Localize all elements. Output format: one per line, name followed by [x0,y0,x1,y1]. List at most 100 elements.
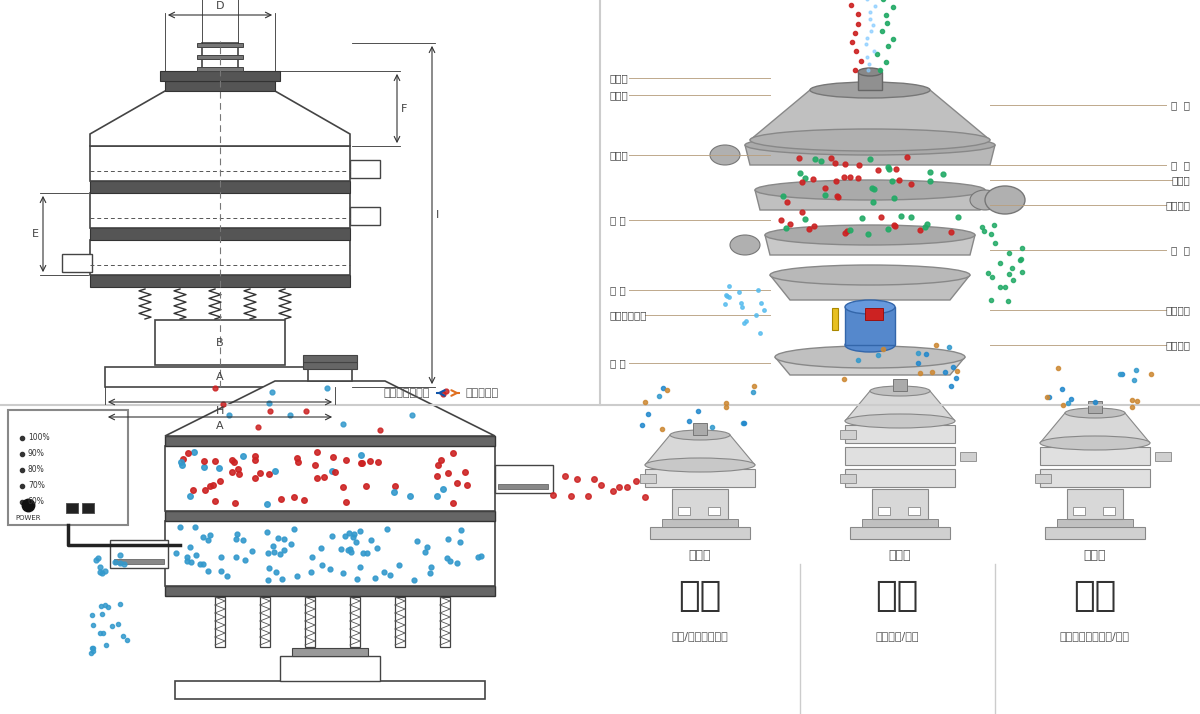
Bar [166,81,275,91]
Bar [646,469,755,487]
Bar [1045,527,1145,539]
Bar [678,507,690,515]
Text: 筛  网: 筛 网 [1171,100,1190,110]
Ellipse shape [710,145,740,165]
Ellipse shape [1066,408,1126,418]
Text: A: A [216,372,224,382]
Bar [155,320,286,365]
Ellipse shape [845,414,955,428]
Bar [302,355,358,362]
Bar [280,656,380,681]
Text: 双层式: 双层式 [1084,549,1106,562]
Bar [600,0,1200,405]
Polygon shape [755,190,985,210]
Bar [862,519,938,527]
Text: 机 座: 机 座 [610,358,625,368]
Bar [114,559,164,564]
Bar [202,43,238,71]
Ellipse shape [750,129,990,151]
Text: 加重块: 加重块 [1171,175,1190,185]
Text: 三层式: 三层式 [889,549,911,562]
Ellipse shape [870,386,930,396]
Text: F: F [401,104,407,114]
Ellipse shape [1040,436,1150,450]
Bar [302,362,358,369]
Bar [845,425,955,443]
Ellipse shape [646,458,755,472]
Polygon shape [766,235,974,255]
Bar [308,366,352,381]
Polygon shape [745,145,995,165]
Bar [840,474,856,483]
Text: 100%: 100% [28,433,49,443]
Bar [90,240,350,275]
Bar [858,72,882,90]
Text: 80%: 80% [28,466,44,475]
Bar [960,452,976,461]
Text: 单层式: 单层式 [689,549,712,562]
Text: 上部重锤: 上部重锤 [1165,200,1190,210]
Bar [498,484,548,489]
Bar [694,423,707,435]
Text: 防尘盖: 防尘盖 [610,90,629,100]
Text: 进料口: 进料口 [610,73,629,83]
Ellipse shape [845,338,895,352]
Bar [110,540,168,568]
Bar [845,447,955,465]
Bar [90,193,350,228]
Text: 振动电机: 振动电机 [1165,305,1190,315]
Bar [305,597,314,647]
Polygon shape [845,391,955,421]
Polygon shape [770,275,970,300]
Ellipse shape [730,235,760,255]
Ellipse shape [670,430,730,440]
Bar [166,586,496,596]
Text: A: A [216,421,224,431]
Bar [440,597,450,647]
Text: 外形尺寸示意图: 外形尺寸示意图 [384,388,430,398]
Ellipse shape [775,346,965,368]
Bar [1154,452,1171,461]
Bar [66,503,78,513]
Ellipse shape [858,68,882,76]
Bar [708,507,720,515]
Polygon shape [750,90,990,140]
Text: 70%: 70% [28,481,44,491]
Bar [496,465,553,493]
Bar [166,521,496,586]
Bar [106,367,335,387]
Text: 出料口: 出料口 [610,150,629,160]
Polygon shape [1040,413,1150,443]
Text: 去除异物/结块: 去除异物/结块 [875,631,919,641]
Text: 结构示意图: 结构示意图 [466,388,498,398]
Bar [90,228,350,240]
Text: 去除液体中的颜粒/异物: 去除液体中的颜粒/异物 [1060,631,1130,641]
Text: H: H [216,406,224,416]
Bar [82,503,94,513]
Bar [893,379,907,391]
Polygon shape [775,357,965,375]
Ellipse shape [970,190,1000,210]
Bar [90,146,350,181]
Ellipse shape [766,225,974,245]
Bar [0,0,600,405]
Bar [292,648,368,656]
Bar [350,597,360,647]
Bar [1073,507,1085,515]
Bar [600,405,1200,714]
Bar [1040,469,1150,487]
Bar [197,55,242,59]
Bar [0,405,600,714]
Bar [908,507,920,515]
Bar [90,181,350,193]
Bar [160,71,280,81]
Polygon shape [166,381,496,436]
Bar [395,597,406,647]
Bar [197,43,242,47]
Bar [840,430,856,439]
Text: B: B [216,338,224,348]
Bar [832,308,838,330]
Bar [8,410,128,525]
Bar [662,519,738,527]
Bar [90,275,350,287]
